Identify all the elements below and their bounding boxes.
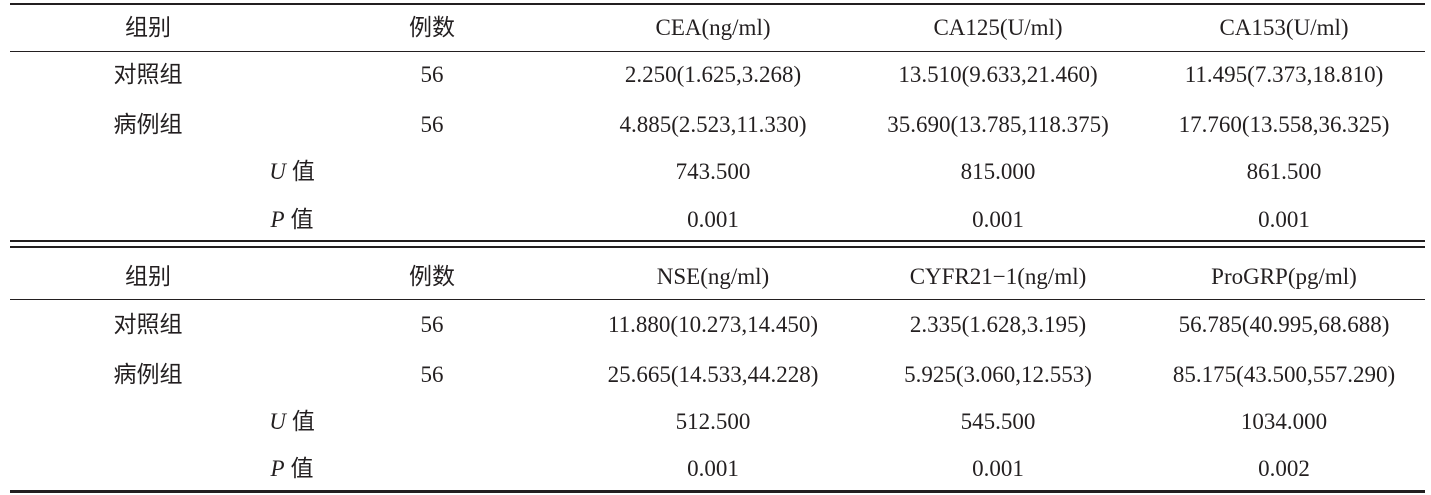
stat-label-text: 值 xyxy=(290,207,314,232)
table2-header-row: 组别 例数 NSE(ng/ml) CYFR21−1(ng/ml) ProGRP(… xyxy=(0,257,1431,297)
stat-value: 0.001 xyxy=(687,456,739,481)
group-cell: 对照组 xyxy=(113,312,183,337)
value-cell: 5.925(3.060,12.553) xyxy=(904,362,1092,387)
value-cell: 25.665(14.533,44.228) xyxy=(607,362,819,387)
group-cell: 病例组 xyxy=(113,112,183,137)
stat-value: 1034.000 xyxy=(1240,409,1328,434)
header-group: 组别 xyxy=(125,264,171,289)
stat-value: 743.500 xyxy=(675,159,751,184)
stat-value: 512.500 xyxy=(675,409,751,434)
table-row: 病例组 56 4.885(2.523,11.330) 35.690(13.785… xyxy=(0,105,1431,145)
header-marker: ProGRP(pg/ml) xyxy=(1211,264,1357,289)
value-cell: 4.885(2.523,11.330) xyxy=(619,112,807,137)
value-cell: 2.250(1.625,3.268) xyxy=(624,62,802,87)
header-marker: CA153(U/ml) xyxy=(1219,15,1349,40)
count-cell: 56 xyxy=(420,312,444,337)
header-rule-2 xyxy=(10,299,1425,300)
stat-value: 0.001 xyxy=(687,207,739,232)
stat-symbol: U xyxy=(269,409,286,434)
count-cell: 56 xyxy=(420,362,444,387)
header-marker: CEA(ng/ml) xyxy=(655,15,771,40)
stat-value: 815.000 xyxy=(960,159,1036,184)
header-count: 例数 xyxy=(409,264,455,289)
header-marker: NSE(ng/ml) xyxy=(656,264,770,289)
group-cell: 对照组 xyxy=(113,62,183,87)
stat-value: 0.001 xyxy=(972,456,1024,481)
header-group: 组别 xyxy=(125,15,171,40)
group-cell: 病例组 xyxy=(113,362,183,387)
value-cell: 2.335(1.628,3.195) xyxy=(909,312,1087,337)
stat-value: 861.500 xyxy=(1246,159,1322,184)
stat-label-text: 值 xyxy=(290,456,314,481)
table-row: 病例组 56 25.665(14.533,44.228) 5.925(3.060… xyxy=(0,355,1431,395)
stat-value: 0.001 xyxy=(972,207,1024,232)
count-cell: 56 xyxy=(420,112,444,137)
stat-value: 0.001 xyxy=(1258,207,1310,232)
table-row: 对照组 56 2.250(1.625,3.268) 13.510(9.633,2… xyxy=(0,55,1431,95)
value-cell: 13.510(9.633,21.460) xyxy=(898,62,1098,87)
count-cell: 56 xyxy=(420,62,444,87)
value-cell: 56.785(40.995,68.688) xyxy=(1178,312,1390,337)
value-cell: 35.690(13.785,118.375) xyxy=(887,112,1109,137)
value-cell: 11.495(7.373,18.810) xyxy=(1184,62,1384,87)
table-row: 对照组 56 11.880(10.273,14.450) 2.335(1.628… xyxy=(0,305,1431,345)
stat-label-text: 值 xyxy=(291,409,315,434)
section-divider-lower xyxy=(10,246,1425,248)
table-bottom-rule xyxy=(10,490,1425,493)
value-cell: 17.760(13.558,36.325) xyxy=(1178,112,1390,137)
section-divider-upper xyxy=(10,240,1425,242)
value-cell: 85.175(43.500,557.290) xyxy=(1172,362,1396,387)
header-marker: CYFR21−1(ng/ml) xyxy=(909,264,1087,289)
stat-value: 545.500 xyxy=(960,409,1036,434)
value-cell: 11.880(10.273,14.450) xyxy=(608,312,818,337)
table1-header-row: 组别 例数 CEA(ng/ml) CA125(U/ml) CA153(U/ml) xyxy=(0,8,1431,48)
header-count: 例数 xyxy=(409,15,455,40)
table-top-rule xyxy=(10,3,1425,5)
stat-symbol: P xyxy=(270,456,285,481)
stat-symbol: P xyxy=(270,207,285,232)
header-rule-1 xyxy=(10,51,1425,52)
stat-value: 0.002 xyxy=(1258,456,1310,481)
stat-symbol: U xyxy=(269,159,286,184)
header-marker: CA125(U/ml) xyxy=(933,15,1063,40)
stat-label-text: 值 xyxy=(291,159,315,184)
